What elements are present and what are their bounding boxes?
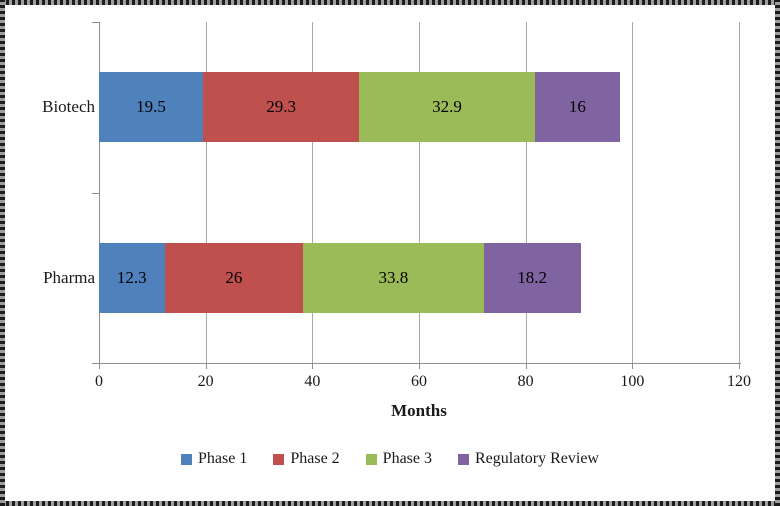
- legend-swatch: [458, 453, 469, 465]
- gridline: [632, 22, 634, 363]
- segment-value-label: 33.8: [378, 267, 409, 287]
- x-axis-tick: [205, 363, 207, 369]
- x-tick-label: 40: [304, 373, 321, 390]
- x-tick-label: 20: [197, 373, 214, 390]
- x-axis-line: [99, 363, 741, 364]
- frame-border-right: [775, 0, 780, 506]
- segment-value-label: 26: [225, 267, 243, 287]
- x-axis-tick: [419, 363, 420, 369]
- legend-label: Phase 2: [290, 450, 340, 467]
- frame-border-bottom: [0, 501, 780, 506]
- legend-label: Regulatory Review: [475, 450, 599, 467]
- x-tick-label: 100: [620, 373, 645, 390]
- category-label: Pharma: [43, 267, 95, 287]
- legend-swatch: [181, 453, 193, 465]
- legend-label: Phase 3: [382, 450, 432, 467]
- gridline: [525, 22, 527, 363]
- gridline: [312, 22, 314, 363]
- x-axis-title: Months: [391, 401, 447, 420]
- x-axis-tick: [739, 363, 740, 369]
- x-axis-tick: [99, 363, 100, 369]
- category-label: Biotech: [42, 97, 95, 117]
- gridline: [205, 22, 207, 363]
- gridline: [739, 22, 740, 363]
- legend-item: Phase 1: [181, 450, 247, 468]
- bar-segment-regulatory-review: 18.2: [483, 242, 581, 313]
- segment-value-label: 19.5: [136, 97, 166, 117]
- bar-segment-phase-2: 26: [164, 242, 304, 313]
- bar-segment-regulatory-review: 16: [534, 72, 621, 143]
- x-axis-tick: [525, 363, 527, 369]
- legend: Phase 1 Phase 2 Phase 3 Regulatory Review: [0, 450, 780, 468]
- legend-item: Phase 3: [365, 450, 432, 468]
- segment-value-label: 32.9: [432, 97, 462, 117]
- x-axis-tick: [632, 363, 634, 369]
- y-axis-tick: [92, 192, 99, 194]
- x-tick-label: 80: [517, 373, 534, 390]
- segment-value-label: 18.2: [517, 267, 547, 287]
- bar-segment-phase-1: 19.5: [99, 72, 203, 143]
- y-axis-tick: [92, 22, 99, 23]
- legend-swatch: [273, 453, 285, 465]
- segment-value-label: 29.3: [266, 97, 296, 117]
- legend-label: Phase 1: [198, 450, 248, 467]
- legend-item: Regulatory Review: [458, 450, 599, 468]
- x-tick-label: 0: [95, 373, 103, 390]
- y-axis-tick: [92, 363, 99, 364]
- frame-border-top: [0, 0, 780, 5]
- bar-segment-phase-3: 33.8: [303, 242, 484, 313]
- bar-segment-phase-2: 29.3: [203, 72, 360, 143]
- bar-segment-phase-1: 12.3: [99, 242, 165, 313]
- segment-value-label: 16: [568, 97, 586, 117]
- gridline: [419, 22, 420, 363]
- y-axis-line: [99, 22, 100, 363]
- x-tick-label: 120: [727, 373, 751, 390]
- segment-value-label: 12.3: [116, 267, 147, 287]
- legend-item: Phase 2: [273, 450, 340, 468]
- bar-segment-phase-3: 32.9: [359, 72, 535, 143]
- legend-swatch: [365, 453, 377, 465]
- x-axis-tick: [312, 363, 314, 369]
- x-tick-label: 60: [411, 373, 427, 390]
- frame-border-left: [0, 0, 5, 506]
